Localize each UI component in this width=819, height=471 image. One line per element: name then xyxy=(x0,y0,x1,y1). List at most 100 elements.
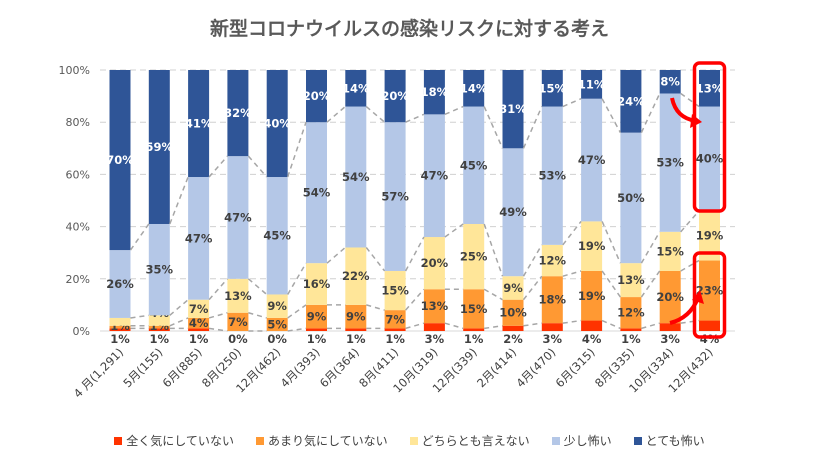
series-line xyxy=(129,223,150,251)
bar-segment xyxy=(659,323,681,331)
arrow-head xyxy=(692,290,704,304)
data-label: 19% xyxy=(696,229,724,243)
series-line xyxy=(680,319,700,324)
data-label: 2% xyxy=(503,332,523,346)
bar-segment xyxy=(188,317,210,329)
series-line xyxy=(641,322,660,330)
series-line xyxy=(562,98,582,108)
bar-segment xyxy=(423,70,445,115)
legend-label: あまり気にしていない xyxy=(267,434,388,448)
legend-item: どちらとも言えない xyxy=(409,432,530,449)
bar-segment xyxy=(541,244,563,277)
bar-segment xyxy=(384,270,406,311)
series-line xyxy=(562,319,582,324)
data-label: 54% xyxy=(342,170,370,184)
bar-segment xyxy=(423,237,445,290)
bar-segment xyxy=(266,317,288,331)
series-line xyxy=(169,176,189,225)
bar-segment xyxy=(306,70,327,123)
bar-segment xyxy=(227,312,249,331)
bar-segment xyxy=(423,114,445,238)
y-tick-label: 0% xyxy=(73,325,90,338)
series-line xyxy=(601,319,621,330)
bar-segment xyxy=(227,70,249,157)
series-line xyxy=(405,113,425,123)
data-label: 59% xyxy=(146,140,174,154)
bar-segment xyxy=(188,70,210,178)
legend-swatch xyxy=(633,436,642,445)
bar-segment xyxy=(148,315,170,326)
series-line xyxy=(208,312,228,319)
data-label: 7% xyxy=(228,315,248,329)
x-tick-label: 4 月(1,291) xyxy=(71,345,126,400)
bar-segment xyxy=(541,70,563,107)
legend-label: どちらとも言えない xyxy=(421,434,530,448)
series-line xyxy=(365,247,386,272)
bar-segment xyxy=(109,250,131,318)
bar-segment xyxy=(109,317,131,326)
series-line xyxy=(326,105,346,123)
bar-segment xyxy=(620,328,642,331)
data-label: 16% xyxy=(303,277,331,291)
series-line xyxy=(522,106,543,149)
data-label: 40% xyxy=(263,117,291,131)
x-tick-label: 6月(364) xyxy=(317,345,362,390)
chart-title: 新型コロナウイルスの感染リスクに対する考え xyxy=(209,18,609,40)
series-line xyxy=(483,223,504,277)
data-label: 12% xyxy=(617,306,645,320)
data-label: 49% xyxy=(499,205,527,219)
data-label: 26% xyxy=(106,277,134,291)
data-label: 9% xyxy=(307,310,327,324)
data-label: 12% xyxy=(539,254,567,268)
data-label: 4% xyxy=(189,316,209,330)
bar-segment xyxy=(109,325,131,329)
y-tick-label: 100% xyxy=(59,64,90,77)
bar-segment xyxy=(581,70,603,99)
series-line xyxy=(366,304,385,311)
bar-segment xyxy=(463,289,485,329)
data-label: 15% xyxy=(539,81,567,95)
bar-segment xyxy=(620,263,642,298)
data-label: 25% xyxy=(460,250,488,264)
bar-segment xyxy=(345,247,367,305)
data-label: 32% xyxy=(224,106,252,120)
data-label: 3% xyxy=(543,332,563,346)
bar-segment xyxy=(188,177,210,300)
bar-segment xyxy=(148,223,170,316)
data-label: 19% xyxy=(578,289,606,303)
highlight-box xyxy=(692,251,727,339)
data-label: 5% xyxy=(267,317,287,331)
bar-segment xyxy=(345,106,367,248)
data-label: 14% xyxy=(460,81,488,95)
data-label: 47% xyxy=(185,231,213,245)
arrow-head xyxy=(690,114,702,128)
legend-swatch xyxy=(114,436,123,445)
bar-segment xyxy=(541,323,563,331)
bar-segment xyxy=(266,70,288,178)
bar-segment xyxy=(188,328,210,331)
data-label: 9% xyxy=(503,281,523,295)
x-tick-label: 2月(414) xyxy=(474,345,519,390)
data-label: 35% xyxy=(146,263,174,277)
data-label: 31% xyxy=(499,102,527,116)
data-label: 8% xyxy=(660,75,680,89)
data-label: 15% xyxy=(656,244,684,258)
bar-segment xyxy=(148,70,170,224)
data-label: 10% xyxy=(499,306,527,320)
data-label: 11% xyxy=(578,77,606,91)
bar-segment xyxy=(345,328,367,331)
data-label: 20% xyxy=(303,89,331,103)
bar-segment xyxy=(384,122,406,271)
bar-segment xyxy=(620,70,642,133)
bar-segment xyxy=(306,122,327,264)
legend-swatch xyxy=(409,436,418,445)
x-tick-label: 6月(885) xyxy=(160,345,205,390)
bar-segment xyxy=(502,299,524,326)
data-label: 57% xyxy=(381,190,409,204)
bar-segment xyxy=(109,328,131,331)
bar-segment xyxy=(463,223,485,290)
series-line xyxy=(601,221,622,264)
bar-segment xyxy=(384,70,406,123)
